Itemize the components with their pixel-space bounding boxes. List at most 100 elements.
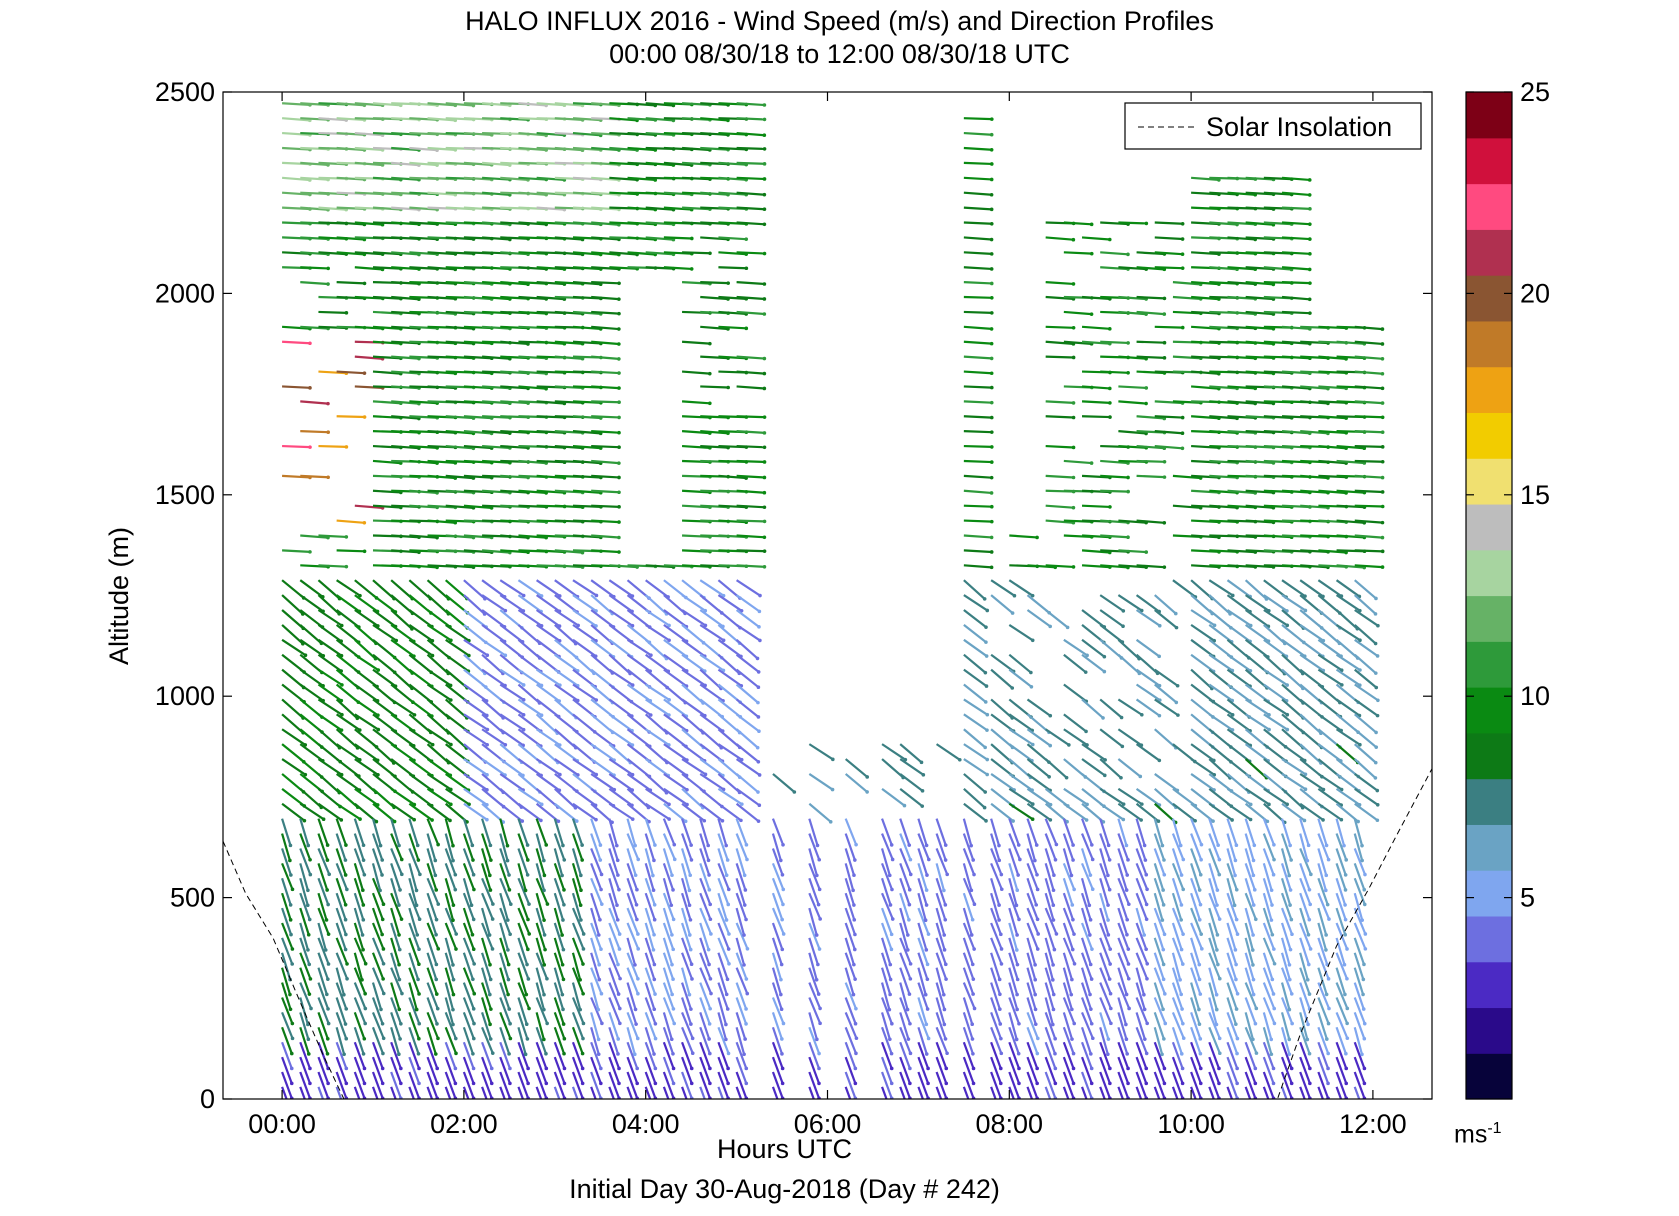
wind-arrow-head xyxy=(1143,1037,1147,1041)
wind-arrow-head xyxy=(454,932,459,936)
wind-arrow xyxy=(1136,474,1165,479)
wind-arrow xyxy=(427,191,456,196)
wind-arrow xyxy=(427,251,456,256)
wind-arrow-head xyxy=(908,1096,912,1099)
wind-arrow xyxy=(1117,1056,1130,1084)
wind-arrow-head xyxy=(1180,1081,1185,1086)
wind-arrow-head xyxy=(1108,1096,1112,1099)
wind-arrow xyxy=(990,743,1013,764)
wind-arrow xyxy=(1008,653,1032,674)
wind-arrow-head xyxy=(1127,902,1131,907)
wind-arrow-head xyxy=(1053,1036,1057,1041)
wind-arrow-head xyxy=(890,1111,894,1115)
wind-arrow-head xyxy=(451,858,455,863)
wind-arrow-head xyxy=(1254,1051,1259,1055)
wind-arrow xyxy=(1226,1056,1239,1084)
wind-arrow-head xyxy=(926,1081,930,1086)
wind-arrow xyxy=(335,668,359,689)
wind-arrow xyxy=(390,997,402,1025)
wind-arrow xyxy=(335,967,345,996)
wind-arrow xyxy=(1208,713,1234,731)
wind-arrow xyxy=(317,848,331,875)
wind-arrow-head xyxy=(744,977,749,981)
wind-arrow xyxy=(299,1012,310,1040)
wind-arrow-head xyxy=(1144,947,1148,952)
wind-arrow-head xyxy=(944,977,948,981)
wind-arrow xyxy=(408,1056,421,1084)
wind-arrow-head xyxy=(526,977,531,981)
wind-arrow-head xyxy=(971,1066,976,1071)
wind-arrow-head xyxy=(471,1081,476,1086)
wind-arrow xyxy=(408,1071,421,1099)
wind-arrow xyxy=(717,967,728,995)
wind-arrow-head xyxy=(288,903,293,907)
wind-arrow xyxy=(590,594,613,615)
wind-arrow-head xyxy=(1215,888,1220,892)
wind-arrow xyxy=(962,937,974,965)
wind-arrow-head xyxy=(1121,802,1126,806)
wind-arrow-head xyxy=(344,932,348,937)
wind-arrow-head xyxy=(1285,623,1290,628)
wind-arrow-head xyxy=(1053,1081,1058,1086)
wind-arrow xyxy=(335,758,360,777)
wind-arrow-head xyxy=(1054,842,1059,847)
wind-arrow-head xyxy=(889,1081,894,1086)
wind-arrow-head xyxy=(581,991,585,996)
wind-arrow xyxy=(317,907,330,935)
wind-arrow xyxy=(681,444,710,449)
wind-arrow-head xyxy=(889,1051,894,1056)
wind-arrow xyxy=(426,683,452,701)
wind-arrow xyxy=(572,609,597,627)
wind-arrow xyxy=(681,609,707,627)
wind-arrow xyxy=(299,833,312,861)
wind-arrow xyxy=(1136,340,1165,344)
wind-arrow-head xyxy=(616,873,620,877)
wind-arrow xyxy=(300,325,329,330)
wind-arrow xyxy=(1045,504,1074,509)
wind-arrow-head xyxy=(467,653,471,658)
wind-arrow xyxy=(281,638,307,657)
wind-arrow xyxy=(354,594,379,613)
wind-arrow-head xyxy=(780,947,785,952)
wind-arrow xyxy=(899,922,909,951)
wind-arrow xyxy=(317,728,341,749)
wind-arrow xyxy=(1244,1012,1254,1040)
wind-arrow-head xyxy=(1126,947,1131,951)
wind-arrow xyxy=(808,997,822,1024)
wind-arrow xyxy=(681,728,705,749)
wind-arrow-head xyxy=(1015,948,1019,952)
wind-arrow-head xyxy=(652,932,656,937)
wind-arrow-head xyxy=(889,1096,894,1099)
wind-arrow-head xyxy=(1071,282,1076,286)
wind-arrow-head xyxy=(671,888,675,892)
wind-arrow xyxy=(317,624,342,643)
wind-arrow xyxy=(391,131,420,136)
wind-arrow-head xyxy=(1193,818,1197,823)
wind-arrow xyxy=(517,728,542,747)
wind-arrow xyxy=(445,653,470,673)
wind-arrow-head xyxy=(1035,872,1039,877)
wind-arrow xyxy=(1171,833,1185,860)
wind-arrow-head xyxy=(721,638,726,643)
wind-arrow-head xyxy=(579,918,583,922)
wind-arrow xyxy=(353,1026,365,1055)
wind-arrow-head xyxy=(908,1021,912,1026)
wind-arrow xyxy=(281,713,304,734)
wind-arrow-head xyxy=(1048,713,1053,718)
wind-arrow xyxy=(1044,937,1055,966)
wind-arrow xyxy=(645,787,670,806)
wind-arrow xyxy=(1226,624,1251,643)
wind-arrow xyxy=(626,1027,636,1055)
wind-arrow xyxy=(1044,818,1058,845)
wind-arrow xyxy=(681,1056,693,1084)
wind-arrow-head xyxy=(545,1021,549,1026)
wind-arrow-head xyxy=(544,1111,548,1115)
wind-arrow-head xyxy=(433,858,438,863)
wind-arrow xyxy=(335,952,349,980)
wind-arrow-head xyxy=(453,1066,458,1071)
wind-arrow-head xyxy=(435,1022,439,1026)
wind-arrow xyxy=(391,355,420,360)
wind-arrow xyxy=(481,609,506,628)
wind-arrow-head xyxy=(288,843,293,848)
wind-arrow-head xyxy=(1103,758,1107,762)
